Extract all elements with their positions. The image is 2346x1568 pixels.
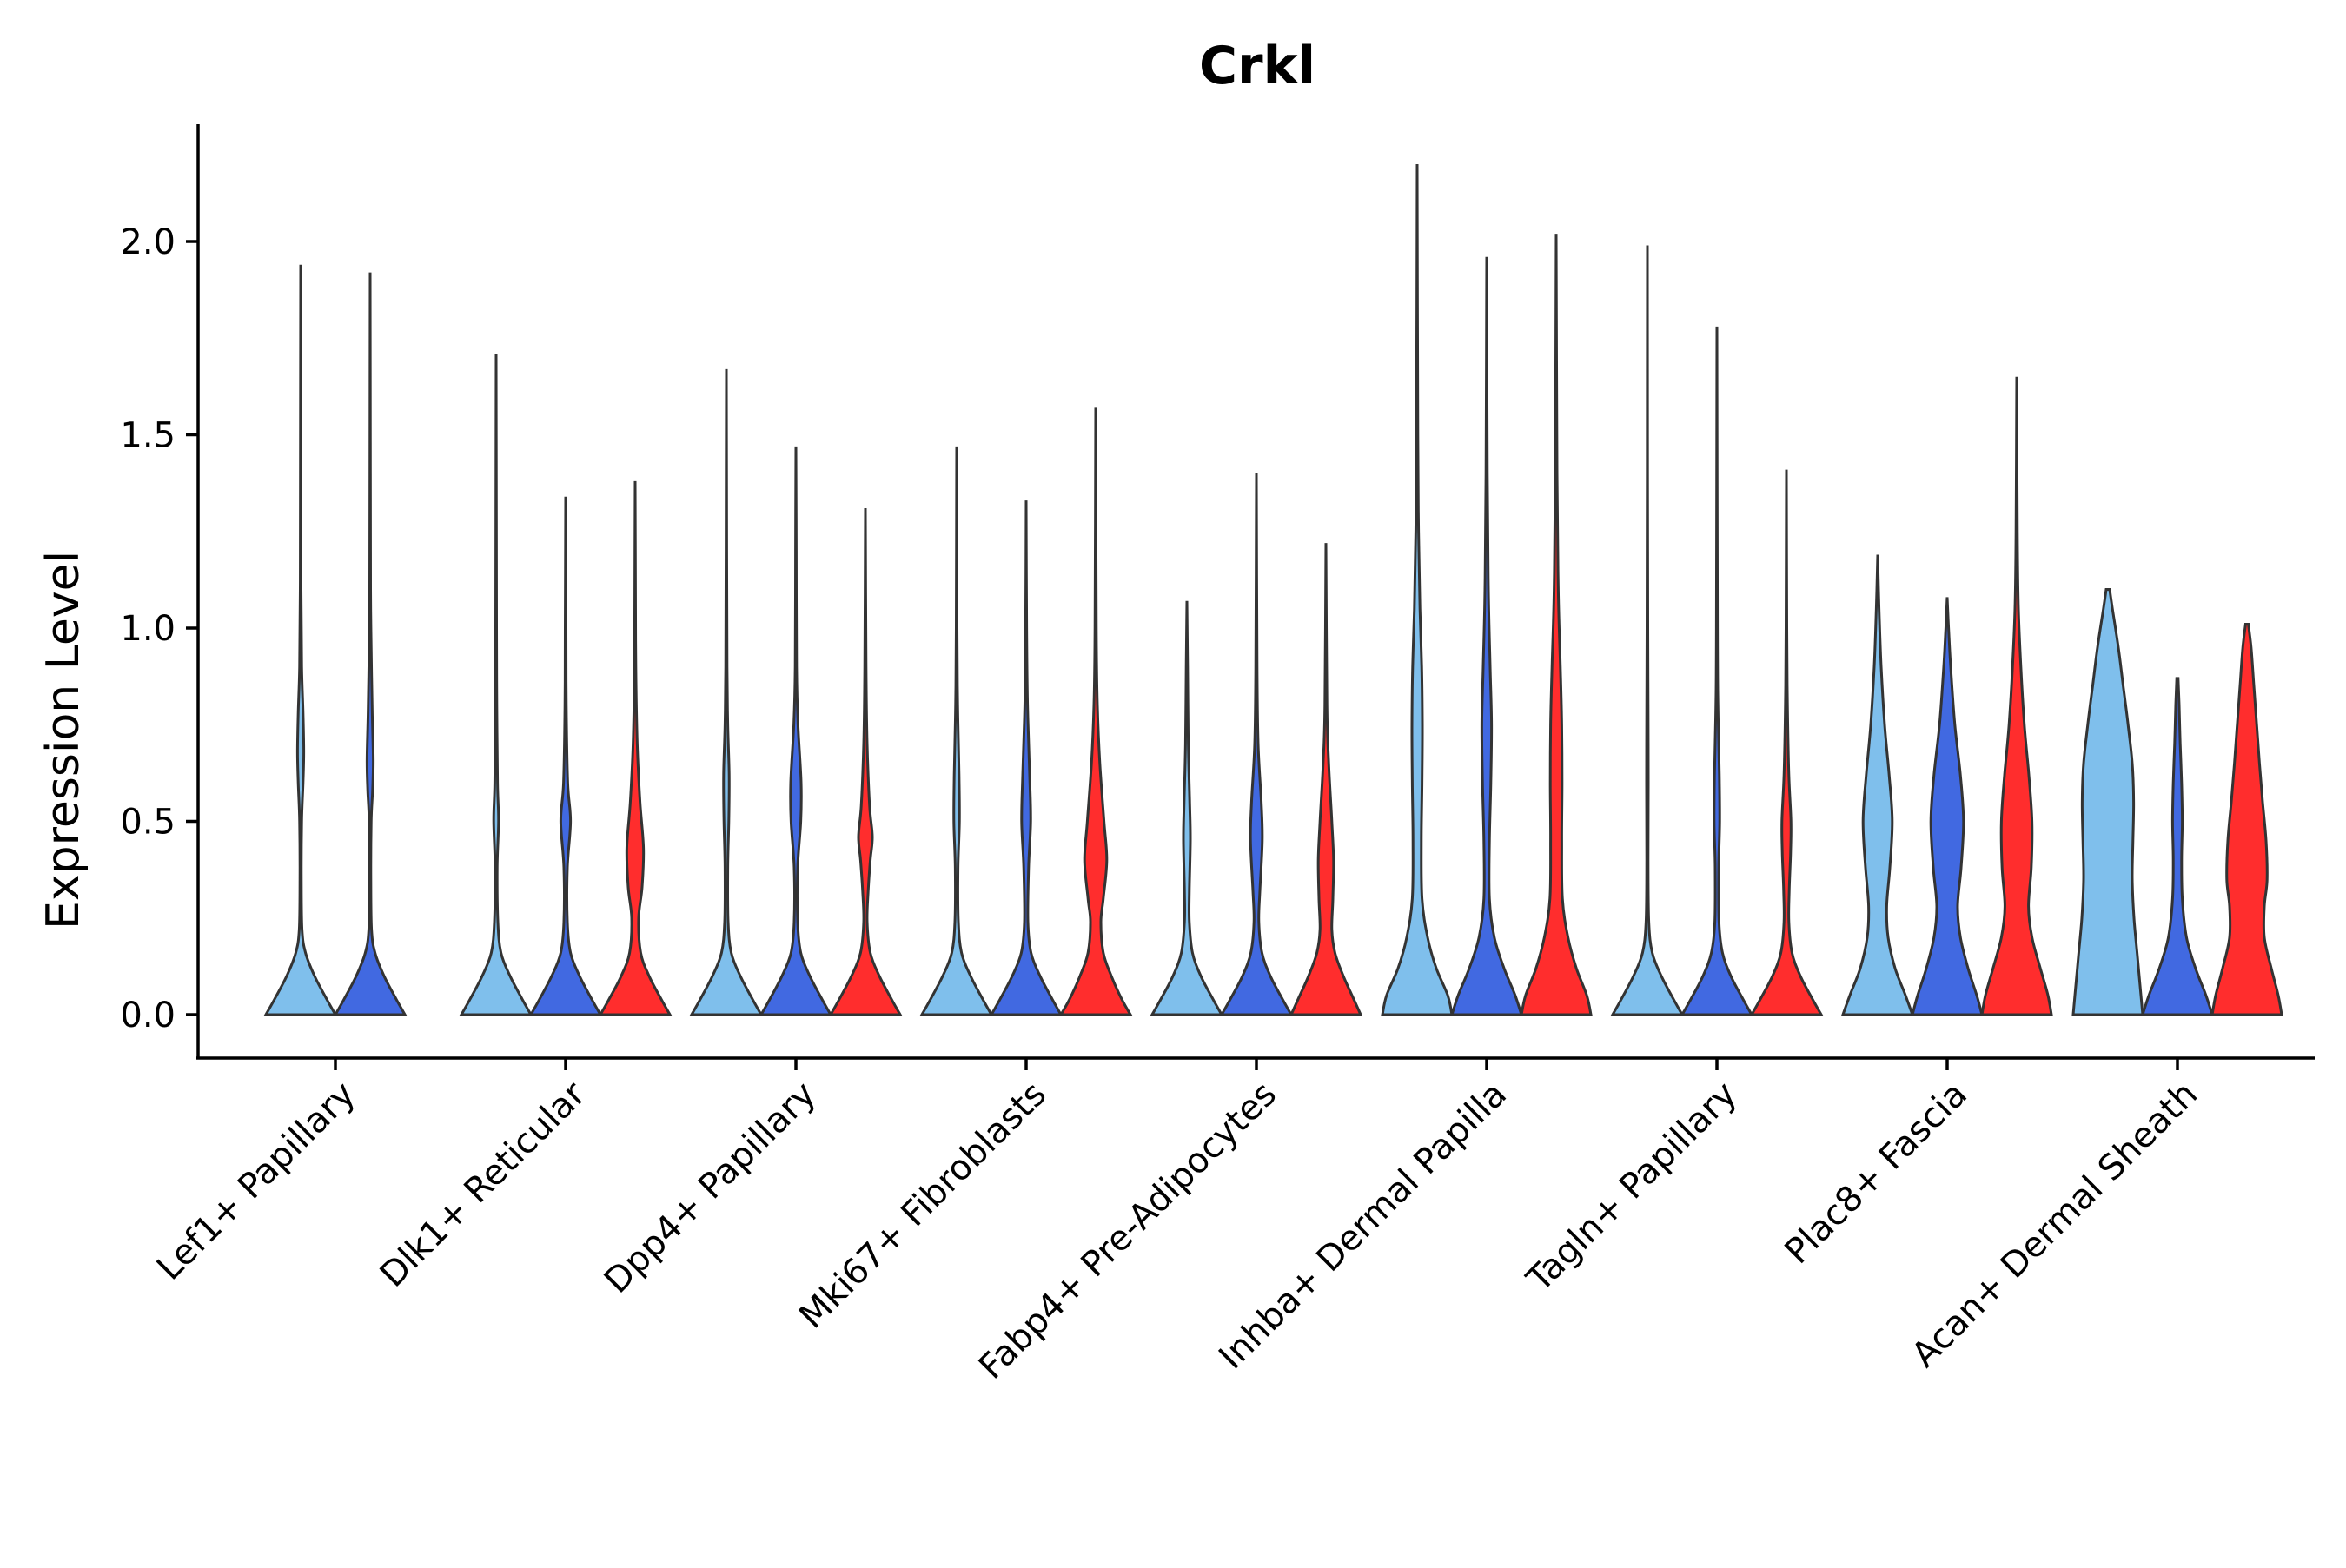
violin-mark bbox=[263, 264, 338, 1016]
violin-group bbox=[2071, 588, 2283, 1016]
violin-mark bbox=[528, 496, 603, 1016]
violin-group bbox=[1610, 245, 1824, 1016]
y-tick-label: 2.0 bbox=[120, 222, 176, 262]
y-tick-label: 1.5 bbox=[120, 416, 176, 456]
violin-mark bbox=[1610, 245, 1685, 1016]
violin-mark bbox=[1381, 163, 1454, 1016]
violin-mark bbox=[919, 446, 994, 1016]
x-tick-label: Dpp4+ Papillary bbox=[597, 1075, 824, 1301]
x-tick-label: Mki67+ Fibroblasts bbox=[792, 1075, 1054, 1337]
y-tick-label: 0.0 bbox=[120, 996, 176, 1035]
violin-mark bbox=[2071, 588, 2144, 1016]
chart-title: Crkl bbox=[1199, 36, 1315, 96]
violin-mark bbox=[759, 446, 833, 1016]
violin-mark bbox=[2210, 623, 2283, 1016]
violin-mark bbox=[1911, 597, 1984, 1016]
violin-mark bbox=[1219, 473, 1294, 1016]
x-tick-label: Lef1+ Papillary bbox=[149, 1075, 363, 1288]
x-axis-ticks: Lef1+ Papillary Dlk1+ Reticular Dpp4+ Papi… bbox=[149, 1058, 2205, 1387]
violin-mark bbox=[1749, 469, 1824, 1016]
violin-mark bbox=[1680, 326, 1754, 1016]
y-axis-ticks: 0.0 0.5 1.0 1.5 2.0 bbox=[120, 222, 198, 1035]
violin-mark bbox=[1289, 543, 1363, 1016]
violin-mark bbox=[689, 368, 764, 1016]
x-tick-label: Plac8+ Fascia bbox=[1778, 1075, 1976, 1273]
violin-group bbox=[689, 368, 903, 1016]
violin-group bbox=[1150, 473, 1363, 1016]
violin-mark bbox=[1150, 600, 1224, 1016]
violin-mark bbox=[1449, 256, 1524, 1016]
y-axis-label: Expression Level bbox=[37, 551, 89, 930]
violin-mark bbox=[2140, 677, 2215, 1016]
violin-group bbox=[1381, 163, 1593, 1016]
violin-group bbox=[919, 407, 1133, 1016]
violin-mark bbox=[1520, 234, 1593, 1016]
plot-area bbox=[263, 163, 2283, 1016]
violin-mark bbox=[1058, 407, 1133, 1016]
violin-mark bbox=[828, 507, 903, 1016]
violin-group bbox=[1840, 376, 2053, 1016]
x-tick-label: Tagln+ Papillary bbox=[1519, 1075, 1745, 1300]
x-tick-label: Dlk1+ Reticular bbox=[373, 1074, 594, 1295]
violin-mark bbox=[1980, 376, 2053, 1016]
violin-mark bbox=[989, 500, 1064, 1016]
violin-mark bbox=[333, 272, 408, 1016]
violin-mark bbox=[598, 480, 673, 1016]
violin-group bbox=[459, 354, 673, 1016]
violin-mark bbox=[459, 354, 533, 1016]
y-tick-label: 1.0 bbox=[120, 609, 176, 649]
y-tick-label: 0.5 bbox=[120, 803, 176, 843]
violin-mark bbox=[1840, 554, 1915, 1016]
violin-group bbox=[263, 264, 408, 1016]
